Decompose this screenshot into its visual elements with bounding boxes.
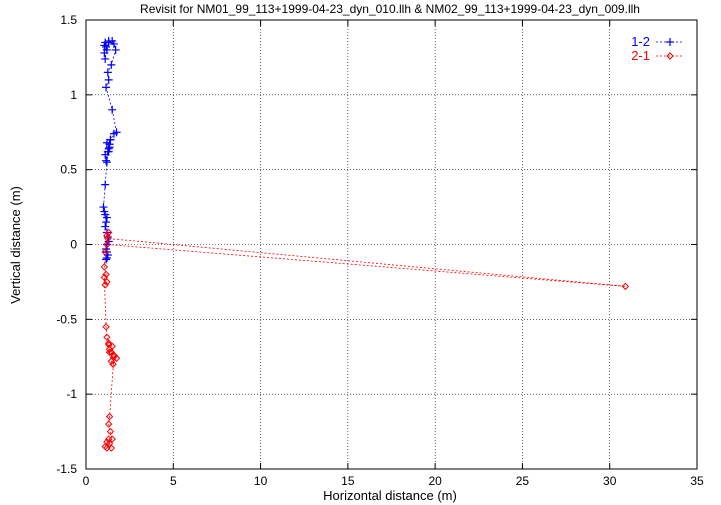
y-tick-label: 1.5 xyxy=(60,13,77,27)
data-point-1-2 xyxy=(101,180,110,189)
data-point-1-2 xyxy=(107,60,116,69)
data-point-2-1 xyxy=(104,420,113,428)
data-point-1-2 xyxy=(109,129,118,138)
data-point-2-1 xyxy=(106,427,115,436)
series-1-2 xyxy=(99,36,121,264)
legend-label-2-1: 2-1 xyxy=(631,48,650,63)
y-tick-label: 0.5 xyxy=(60,163,77,177)
y-tick-label: -1 xyxy=(66,387,77,401)
data-point-2-1 xyxy=(105,348,114,356)
y-tick-label: -0.5 xyxy=(56,312,77,326)
x-tick-label: 35 xyxy=(690,474,704,488)
data-point-1-2 xyxy=(102,213,111,222)
data-point-2-1 xyxy=(107,357,116,365)
series-2-1 xyxy=(100,228,630,452)
data-point-1-2 xyxy=(102,42,111,51)
data-point-2-1 xyxy=(108,342,116,350)
data-point-2-1 xyxy=(104,341,113,349)
x-axis-label: Horizontal distance (m) xyxy=(323,488,457,503)
grid-lines xyxy=(86,20,697,469)
data-point-1-2 xyxy=(102,83,111,92)
y-axis-label: Vertical distance (m) xyxy=(8,186,23,304)
data-point-1-2 xyxy=(102,218,111,227)
chart-title: Revisit for NM01_99_113+1999-04-23_dyn_0… xyxy=(140,2,640,16)
data-point-1-2 xyxy=(104,75,113,84)
y-tick-label: -1.5 xyxy=(56,462,77,476)
legend: 1-22-1 xyxy=(631,34,684,63)
x-tick-label: 15 xyxy=(341,474,355,488)
data-point-1-2 xyxy=(108,105,117,114)
y-tick-label: 0 xyxy=(70,238,77,252)
data-point-2-1 xyxy=(103,231,111,240)
data-point-2-1 xyxy=(104,234,112,243)
axis-ticks: 0 5 10 15 20 25 30 35 -1.5 -1 -0.5 0 0.5 1 1.5 xyxy=(56,13,704,488)
data-point-2-1 xyxy=(105,412,114,421)
data-point-1-2 xyxy=(106,135,115,144)
x-tick-label: 0 xyxy=(83,474,90,488)
data-point-1-2 xyxy=(104,38,113,47)
data-point-2-1 xyxy=(110,353,118,361)
x-tick-label: 20 xyxy=(428,474,442,488)
data-point-2-1 xyxy=(100,273,109,282)
data-point-1-2 xyxy=(102,255,111,264)
data-point-2-1 xyxy=(100,263,109,271)
y-tick-label: 1 xyxy=(70,88,77,102)
legend-marker-1-2 xyxy=(666,38,674,46)
legend-label-1-2: 1-2 xyxy=(631,34,650,49)
data-point-1-2 xyxy=(103,68,112,77)
x-tick-label: 25 xyxy=(516,474,530,488)
data-point-1-2 xyxy=(102,156,111,165)
data-point-1-2 xyxy=(109,39,118,48)
data-point-1-2 xyxy=(104,144,113,153)
data-point-2-1 xyxy=(101,281,109,289)
data-point-2-1 xyxy=(112,354,121,362)
data-point-2-1 xyxy=(102,323,110,331)
data-point-1-2 xyxy=(101,222,110,231)
data-point-2-1 xyxy=(621,282,630,291)
series-line-2-1 xyxy=(103,232,626,449)
data-point-2-1 xyxy=(103,333,111,342)
legend-marker-2-1 xyxy=(666,52,674,60)
x-tick-label: 10 xyxy=(254,474,268,488)
data-point-2-1 xyxy=(109,360,117,368)
x-tick-label: 5 xyxy=(170,474,177,488)
data-point-1-2 xyxy=(102,158,111,167)
data-point-1-2 xyxy=(111,45,120,54)
data-point-2-1 xyxy=(104,435,113,443)
data-point-2-1 xyxy=(104,228,113,237)
data-point-2-1 xyxy=(101,248,109,256)
data-point-1-2 xyxy=(99,203,108,212)
data-point-2-1 xyxy=(107,444,116,452)
data-point-2-1 xyxy=(103,240,111,249)
series-layer xyxy=(99,36,630,452)
x-tick-label: 30 xyxy=(603,474,617,488)
data-point-2-1 xyxy=(103,278,111,286)
data-point-1-2 xyxy=(101,54,110,63)
data-point-1-2 xyxy=(100,48,109,57)
data-point-2-1 xyxy=(102,270,110,279)
data-point-1-2 xyxy=(102,253,111,262)
